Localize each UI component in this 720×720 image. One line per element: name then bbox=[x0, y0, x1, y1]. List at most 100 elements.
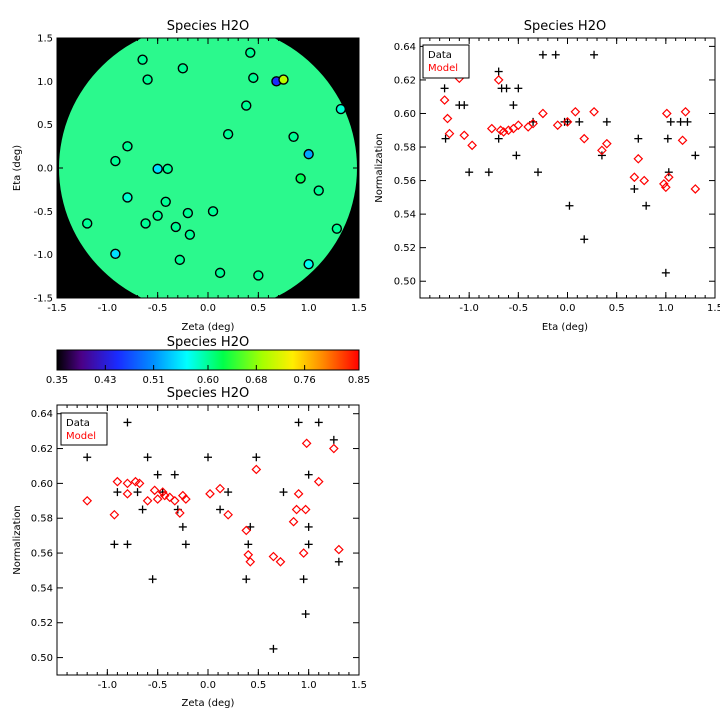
model-point-diamond bbox=[149, 485, 160, 496]
y-tick-label: 0.64 bbox=[31, 409, 53, 420]
model-point-diamond bbox=[633, 153, 644, 164]
model-point-diamond bbox=[660, 182, 671, 193]
scatter-eta-legend: Data Model bbox=[422, 44, 470, 79]
data-point-plus bbox=[634, 134, 643, 143]
model-point-diamond bbox=[300, 504, 311, 515]
data-point-plus bbox=[512, 151, 521, 160]
map-point bbox=[110, 248, 121, 260]
model-point-diamond bbox=[169, 495, 180, 506]
scatter-eta-points bbox=[439, 50, 701, 277]
data-point-plus bbox=[299, 575, 308, 584]
map-point bbox=[174, 254, 186, 266]
legend-model-label: Model bbox=[428, 63, 458, 74]
map-point bbox=[122, 192, 133, 203]
model-point-diamond bbox=[562, 117, 573, 127]
model-point-diamond bbox=[245, 556, 256, 567]
x-tick-label: -1.5 bbox=[47, 303, 67, 314]
data-point-plus bbox=[170, 470, 179, 479]
colorbar-tick-label: 0.76 bbox=[294, 375, 316, 386]
legend-data-label: Data bbox=[66, 418, 90, 429]
data-point-plus bbox=[534, 168, 542, 177]
model-point-diamond bbox=[288, 516, 299, 527]
model-point-diamond bbox=[164, 492, 175, 503]
map-point bbox=[184, 229, 196, 240]
map-point bbox=[162, 163, 173, 175]
data-point-plus bbox=[334, 557, 343, 566]
model-point-diamond bbox=[444, 128, 455, 139]
model-point-diamond bbox=[251, 464, 262, 475]
map-point bbox=[278, 74, 289, 85]
model-point-diamond bbox=[680, 106, 691, 117]
map-xlabel: Zeta (deg) bbox=[182, 322, 235, 333]
data-point-plus bbox=[224, 488, 233, 497]
map-point bbox=[295, 173, 306, 184]
x-tick-label: -1.0 bbox=[98, 680, 118, 691]
model-point-diamond bbox=[690, 184, 701, 194]
map-point bbox=[313, 185, 324, 196]
data-point-plus bbox=[663, 134, 672, 143]
x-tick-label: -0.5 bbox=[509, 303, 529, 314]
x-tick-label: 0.0 bbox=[200, 303, 216, 314]
map-point bbox=[214, 267, 226, 279]
scatter-zeta-chart: Species H2O -1.0 -0.5 0.0 0.5 1.0 1.5 0.50 0.52… bbox=[12, 386, 367, 709]
map-point bbox=[335, 103, 347, 115]
data-point-plus bbox=[113, 488, 122, 497]
x-tick-label: 0.5 bbox=[250, 303, 266, 314]
map-ylabel: Eta (deg) bbox=[12, 145, 23, 191]
model-point-diamond bbox=[439, 95, 450, 105]
data-point-plus bbox=[630, 184, 639, 193]
scatter-zeta-ticks: -1.0 -0.5 0.0 0.5 1.0 1.5 0.50 0.52 0.54 0.56 0.58… bbox=[31, 405, 367, 691]
model-point-diamond bbox=[659, 179, 669, 189]
data-point-plus bbox=[551, 50, 560, 59]
model-point-diamond bbox=[142, 495, 153, 506]
data-point-plus bbox=[123, 418, 132, 427]
model-point-diamond bbox=[275, 556, 286, 567]
data-point-plus bbox=[597, 151, 606, 160]
model-point-diamond bbox=[205, 488, 215, 499]
y-tick-label: -1.5 bbox=[33, 294, 53, 305]
data-point-plus bbox=[575, 117, 584, 126]
x-tick-label: 1.5 bbox=[351, 303, 367, 314]
map-point bbox=[253, 270, 264, 281]
model-point-diamond bbox=[677, 135, 688, 146]
colorbar-tick-label: 0.60 bbox=[197, 375, 219, 386]
data-point-plus bbox=[301, 610, 310, 619]
y-tick-label: 0.58 bbox=[31, 514, 53, 525]
map-point bbox=[177, 63, 189, 74]
model-point-diamond bbox=[130, 476, 141, 487]
model-point-diamond bbox=[328, 443, 339, 454]
map-point bbox=[303, 148, 314, 160]
map-field bbox=[59, 38, 357, 298]
model-point-diamond bbox=[301, 438, 312, 449]
model-point-diamond bbox=[629, 172, 640, 183]
x-tick-label: 0.0 bbox=[200, 680, 216, 691]
data-point-plus bbox=[565, 201, 574, 210]
y-tick-label: 0.54 bbox=[394, 210, 416, 221]
model-point-diamond bbox=[243, 549, 254, 560]
data-point-plus bbox=[664, 168, 673, 177]
model-point-diamond bbox=[459, 130, 470, 141]
data-point-plus bbox=[440, 84, 449, 93]
y-tick-label: 0.56 bbox=[394, 176, 416, 187]
map-point bbox=[152, 163, 163, 175]
colorbar-tick-label: 0.68 bbox=[245, 375, 267, 386]
data-point-plus bbox=[683, 117, 692, 126]
data-point-plus bbox=[666, 117, 675, 126]
model-point-diamond bbox=[663, 172, 674, 183]
scatter-zeta-ylabel: Normalization bbox=[12, 505, 23, 575]
model-point-diamond bbox=[159, 490, 170, 501]
data-point-plus bbox=[590, 50, 599, 59]
y-tick-label: 1.5 bbox=[37, 34, 53, 45]
model-point-diamond bbox=[181, 494, 191, 504]
data-point-plus bbox=[216, 505, 225, 514]
model-point-diamond bbox=[334, 544, 344, 555]
data-point-plus bbox=[661, 268, 670, 277]
data-point-plus bbox=[244, 540, 253, 549]
map-points bbox=[81, 47, 347, 281]
model-point-diamond bbox=[122, 488, 133, 499]
y-tick-label: -0.5 bbox=[33, 207, 53, 218]
map-chart: Species H2O -1.5 -1.0 -0.5 0.0 0.5 1.0 1.5-1.5… bbox=[12, 19, 367, 333]
model-point-diamond bbox=[523, 122, 534, 132]
legend-data-label: Data bbox=[428, 50, 452, 61]
